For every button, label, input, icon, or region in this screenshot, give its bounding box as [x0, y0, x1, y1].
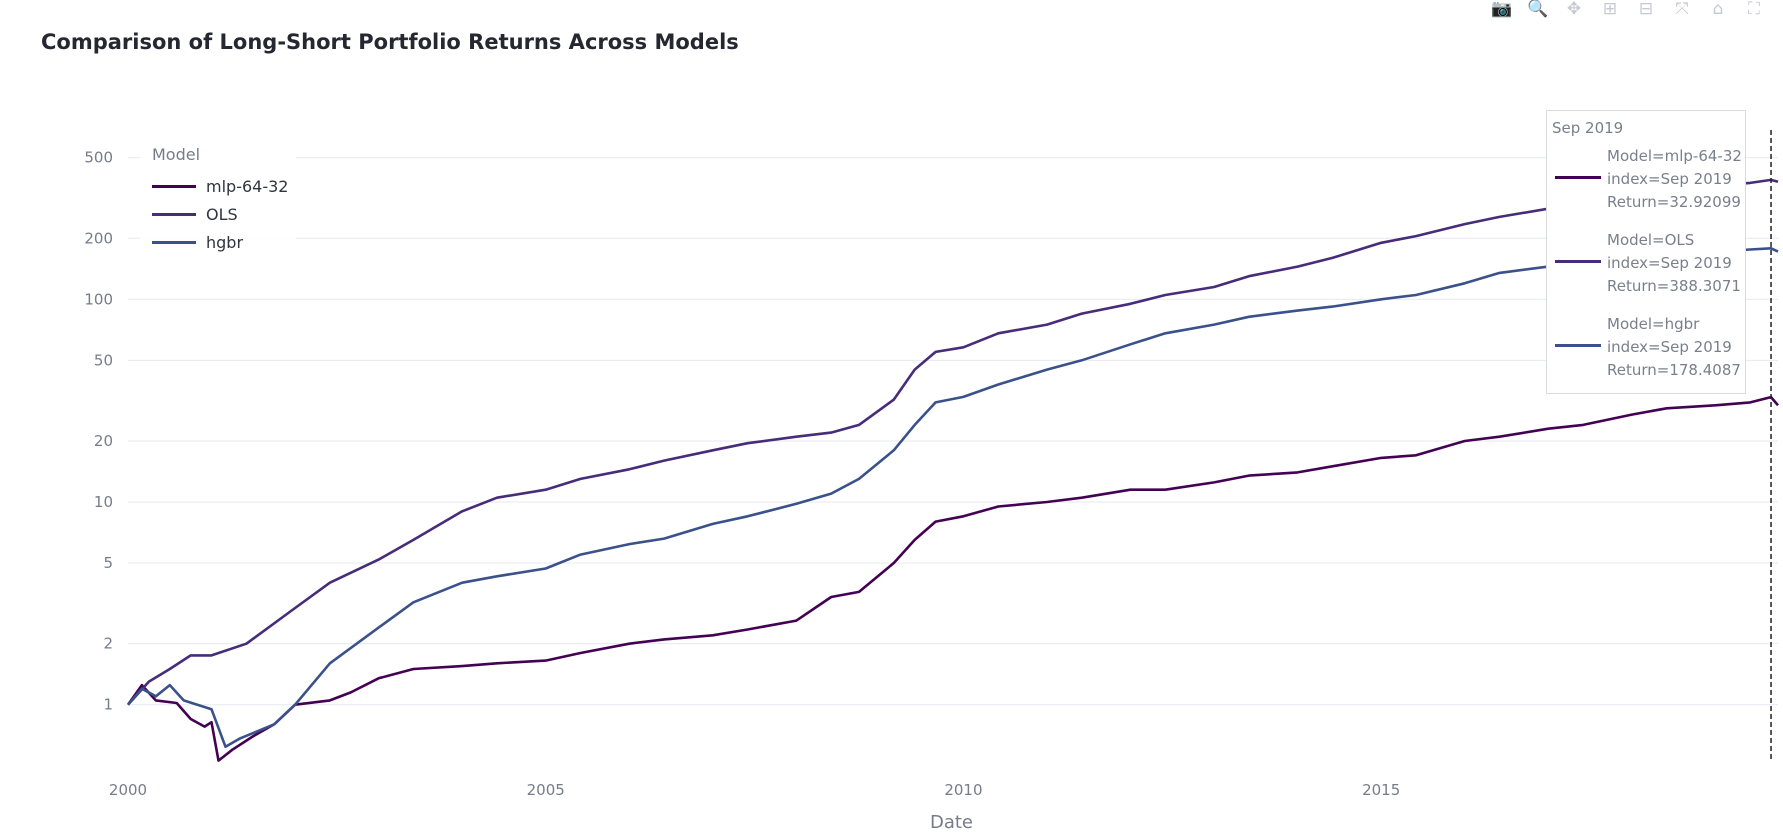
- legend-label-hgbr: hgbr: [206, 232, 244, 252]
- hover-swatch-hgbr: [1555, 344, 1601, 347]
- hover-row-mlp: Model=mlp-64-32 index=Sep 2019 Return=32…: [1547, 145, 1745, 225]
- hover-date: Sep 2019: [1552, 119, 1624, 137]
- modebar: 📷 🔍 ✥ ⊞ ⊟ ⤧ ⌂ ⛶: [1491, 0, 1765, 18]
- legend-swatch-hgbr: [152, 240, 196, 244]
- x-axis-title: Date: [929, 812, 974, 833]
- hover-return-ols: Return=388.3071: [1607, 277, 1741, 295]
- y-tick-label: 1: [103, 696, 113, 714]
- y-tick-label: 20: [94, 432, 113, 450]
- reset-axes-icon[interactable]: ⌂: [1712, 0, 1724, 18]
- series-line-ols: [127, 178, 1779, 706]
- hover-swatch-mlp: [1555, 176, 1601, 179]
- x-tick-label: 2005: [527, 781, 565, 799]
- zoom-icon[interactable]: 🔍: [1527, 0, 1549, 18]
- y-tick-label: 100: [84, 290, 113, 308]
- hover-return-hgbr: Return=178.4087: [1607, 361, 1741, 379]
- legend-label-ols: OLS: [206, 204, 238, 224]
- hover-row-ols: Model=OLS index=Sep 2019 Return=388.3071: [1547, 229, 1745, 309]
- series-line-hgbr: [127, 247, 1779, 749]
- hover-index-hgbr: index=Sep 2019: [1607, 338, 1732, 356]
- series-line-mlp-64-32: [126, 395, 1779, 762]
- y-tick-label: 10: [94, 493, 113, 511]
- legend-item-hgbr[interactable]: hgbr: [146, 228, 288, 256]
- hover-model-hgbr: Model=hgbr: [1607, 315, 1700, 333]
- autoscale-icon[interactable]: ⤧: [1675, 0, 1689, 18]
- y-tick-label: 2: [103, 635, 113, 653]
- camera-icon[interactable]: 📷: [1491, 0, 1513, 18]
- fullscreen-icon[interactable]: ⛶: [1748, 0, 1760, 18]
- hover-row-hgbr: Model=hgbr index=Sep 2019 Return=178.408…: [1547, 313, 1745, 393]
- hover-model-mlp: Model=mlp-64-32: [1607, 147, 1742, 165]
- legend-item-ols[interactable]: OLS: [146, 200, 288, 228]
- zoom-in-icon[interactable]: ⊞: [1602, 0, 1618, 18]
- x-tick-label: 2000: [109, 781, 147, 799]
- y-tick-label: 50: [94, 351, 113, 369]
- y-tick-label: 200: [84, 229, 113, 247]
- hover-tooltip: Sep 2019 Model=mlp-64-32 index=Sep 2019 …: [1546, 110, 1746, 394]
- pan-icon[interactable]: ✥: [1566, 0, 1582, 18]
- hover-model-ols: Model=OLS: [1607, 231, 1695, 249]
- chart-title: Comparison of Long-Short Portfolio Retur…: [41, 30, 739, 54]
- x-tick-label: 2010: [944, 781, 982, 799]
- legend-swatch-mlp: [152, 184, 196, 188]
- y-tick-label: 500: [84, 149, 113, 167]
- hover-index-ols: index=Sep 2019: [1607, 254, 1732, 272]
- zoom-out-icon[interactable]: ⊟: [1638, 0, 1654, 18]
- hover-swatch-ols: [1555, 260, 1601, 263]
- legend: Model mlp-64-32 OLS hgbr: [140, 141, 297, 260]
- y-tick-label: 5: [103, 554, 113, 572]
- legend-title: Model: [152, 145, 201, 164]
- legend-label-mlp: mlp-64-32: [206, 176, 289, 196]
- hover-return-mlp: Return=32.92099: [1607, 193, 1741, 211]
- legend-swatch-ols: [152, 212, 196, 216]
- legend-item-mlp[interactable]: mlp-64-32: [146, 172, 288, 200]
- x-tick-label: 2015: [1362, 781, 1400, 799]
- hover-index-mlp: index=Sep 2019: [1607, 170, 1732, 188]
